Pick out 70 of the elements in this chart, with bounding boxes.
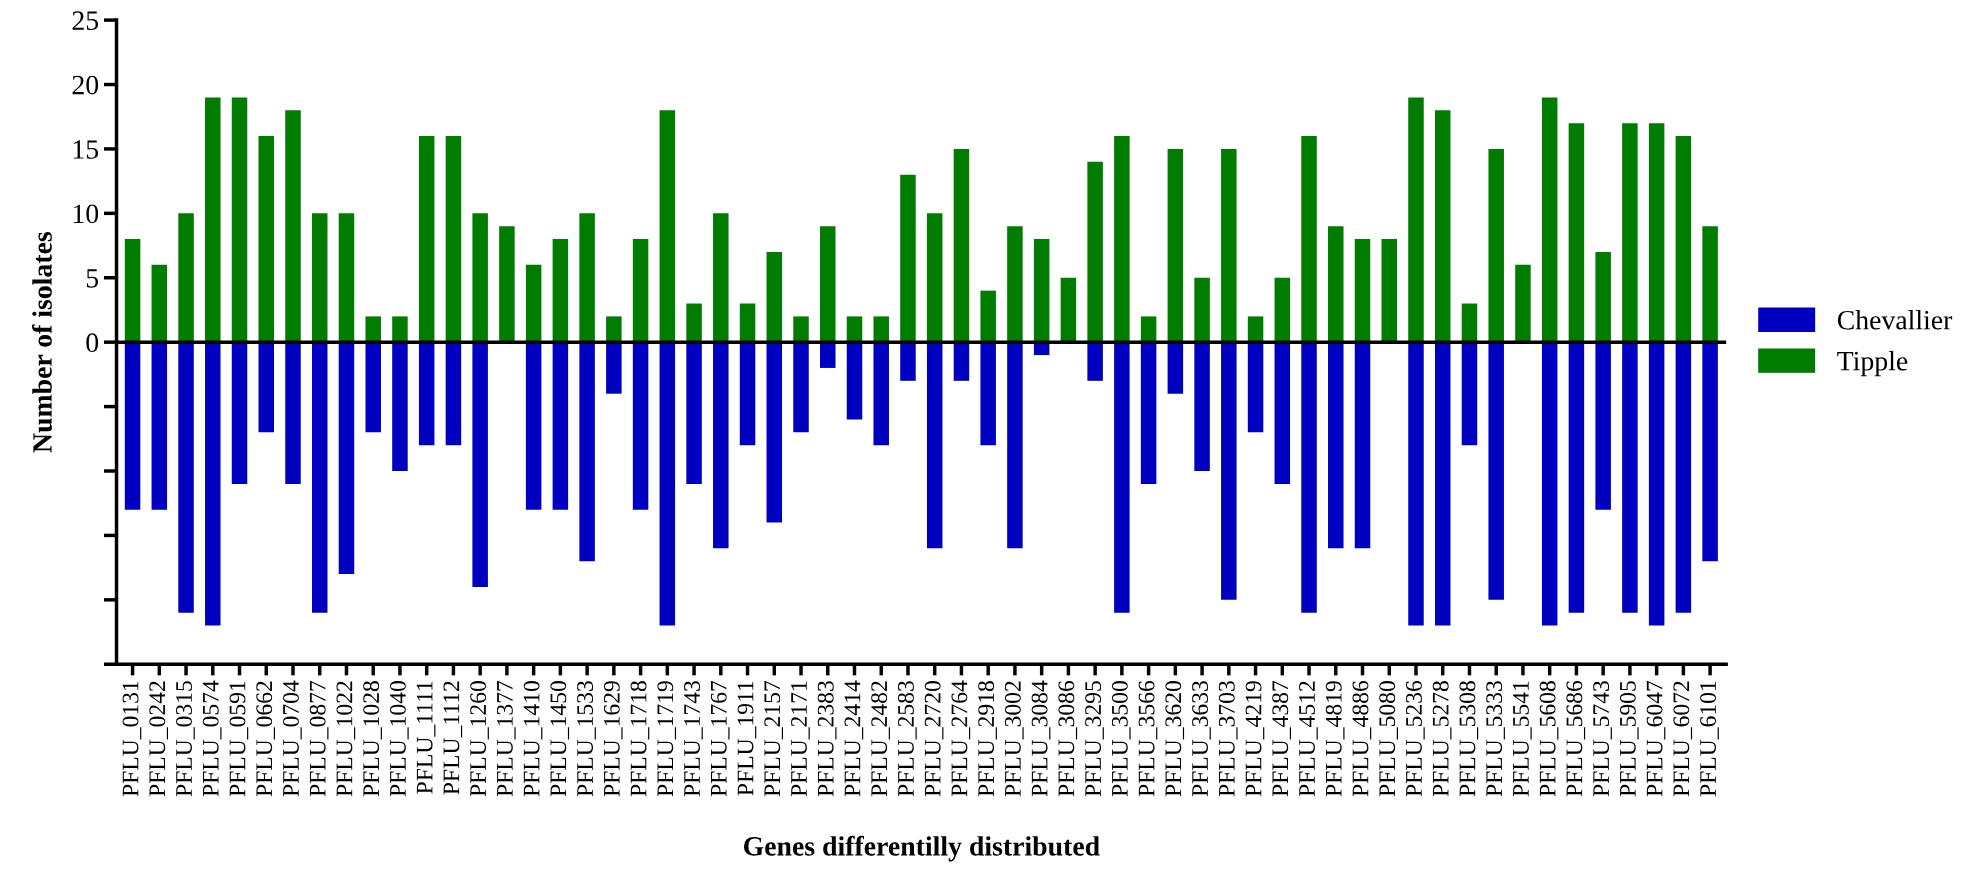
x-tick-label: PFLU_6101 [1700,681,1719,797]
x-tick-label: PFLU_1718 [630,681,650,797]
x-tick-label: PFLU_1040 [389,681,409,797]
x-tick-label: PFLU_3703 [1218,681,1238,797]
x-tick-label: PFLU_5541 [1513,681,1532,797]
x-tick-label: PFLU_1112 [443,681,463,795]
x-tick-label: PFLU_1767 [710,680,730,797]
x-tick-label: PFLU_6047 [1646,680,1666,797]
x-tick-label: PFLU_1028 [363,681,382,797]
x-tick-label: PFLU_5333 [1486,681,1505,797]
x-tick-label: PFLU_5743 [1593,681,1612,797]
x-tick-label: PFLU_0591 [229,681,249,797]
x-tick-label: PFLU_4512 [1299,681,1318,797]
legend-label: Tipple [1837,350,1908,377]
x-tick-label: PFLU_3086 [1058,680,1078,797]
x-tick-label: PFLU_3566 [1138,680,1158,797]
y-tick-label: 0 [86,333,99,353]
x-tick-label: PFLU_4387 [1272,680,1292,797]
x-tick-label: PFLU_2720 [924,681,944,797]
x-tick-label: PFLU_4219 [1245,681,1265,797]
x-tick-label: PFLU_4819 [1325,681,1345,797]
x-tick-label: PFLU_1022 [336,681,356,797]
x-tick-label: PFLU_0315 [176,681,195,797]
x-tick-label: PFLU_0574 [202,680,222,797]
x-tick-label: PFLU_0131 [122,681,142,797]
x-tick-label: PFLU_3084 [1031,680,1051,797]
x-tick-label: PFLU_3295 [1085,681,1104,797]
x-tick-label: PFLU_0662 [256,681,275,797]
y-tick-label: 10 [73,204,99,224]
x-tick-label: PFLU_1719 [657,681,677,797]
y-tick-label: 25 [72,11,99,31]
x-tick-label: PFLU_1410 [523,681,543,797]
x-tick-label: PFLU_4886 [1352,680,1372,797]
x-tick-label: PFLU_2414 [844,680,864,797]
x-tick-label: PFLU_2157 [764,680,783,797]
x-tick-label: PFLU_0704 [282,680,302,797]
x-tick-label: PFLU_1629 [603,681,623,797]
x-tick-label: PFLU_1911 [737,681,757,796]
x-axis-title: Genes differentilly distributed [743,835,1100,862]
x-tick-label: PFLU_5080 [1379,681,1398,797]
x-tick-label: PFLU_2171 [791,681,810,797]
x-tick-label: PFLU_2583 [897,681,917,797]
x-tick-label: PFLU_2764 [951,680,971,797]
x-tick-label: PFLU_0877 [309,680,329,797]
x-tick-label: PFLU_6072 [1673,681,1693,797]
x-tick-label: PFLU_3500 [1111,681,1131,797]
x-tick-label: PFLU_3633 [1192,681,1211,797]
x-tick-label: PFLU_1743 [684,681,703,797]
x-tick-label: PFLU_1533 [577,681,596,797]
x-tick-label: PFLU_3620 [1165,681,1185,797]
y-axis-title: Number of isolates [32,232,52,453]
y-tick-label: 15 [73,140,99,159]
x-tick-label: PFLU_2918 [978,681,997,797]
y-tick-label: 5 [86,269,99,288]
x-tick-label: PFLU_1450 [550,681,570,797]
x-tick-label: PFLU_2383 [817,681,837,797]
x-tick-label: PFLU_2482 [871,681,890,797]
x-tick-label: PFLU_1111 [416,681,436,794]
x-tick-label: PFLU_5608 [1539,681,1559,797]
legend-label: Chevallier [1837,310,1953,330]
x-tick-label: PFLU_5308 [1459,681,1479,797]
x-tick-label: PFLU_5236 [1406,680,1425,797]
x-tick-label: PFLU_1260 [470,681,489,797]
x-tick-label: PFLU_5278 [1432,681,1452,797]
x-tick-label: PFLU_5905 [1619,681,1639,797]
x-tick-label: PFLU_5686 [1566,680,1586,797]
x-tick-label: PFLU_3002 [1004,681,1024,797]
y-tick-label: 20 [72,75,99,95]
x-tick-label: PFLU_1377 [496,680,516,797]
x-tick-label: PFLU_0242 [149,681,169,797]
